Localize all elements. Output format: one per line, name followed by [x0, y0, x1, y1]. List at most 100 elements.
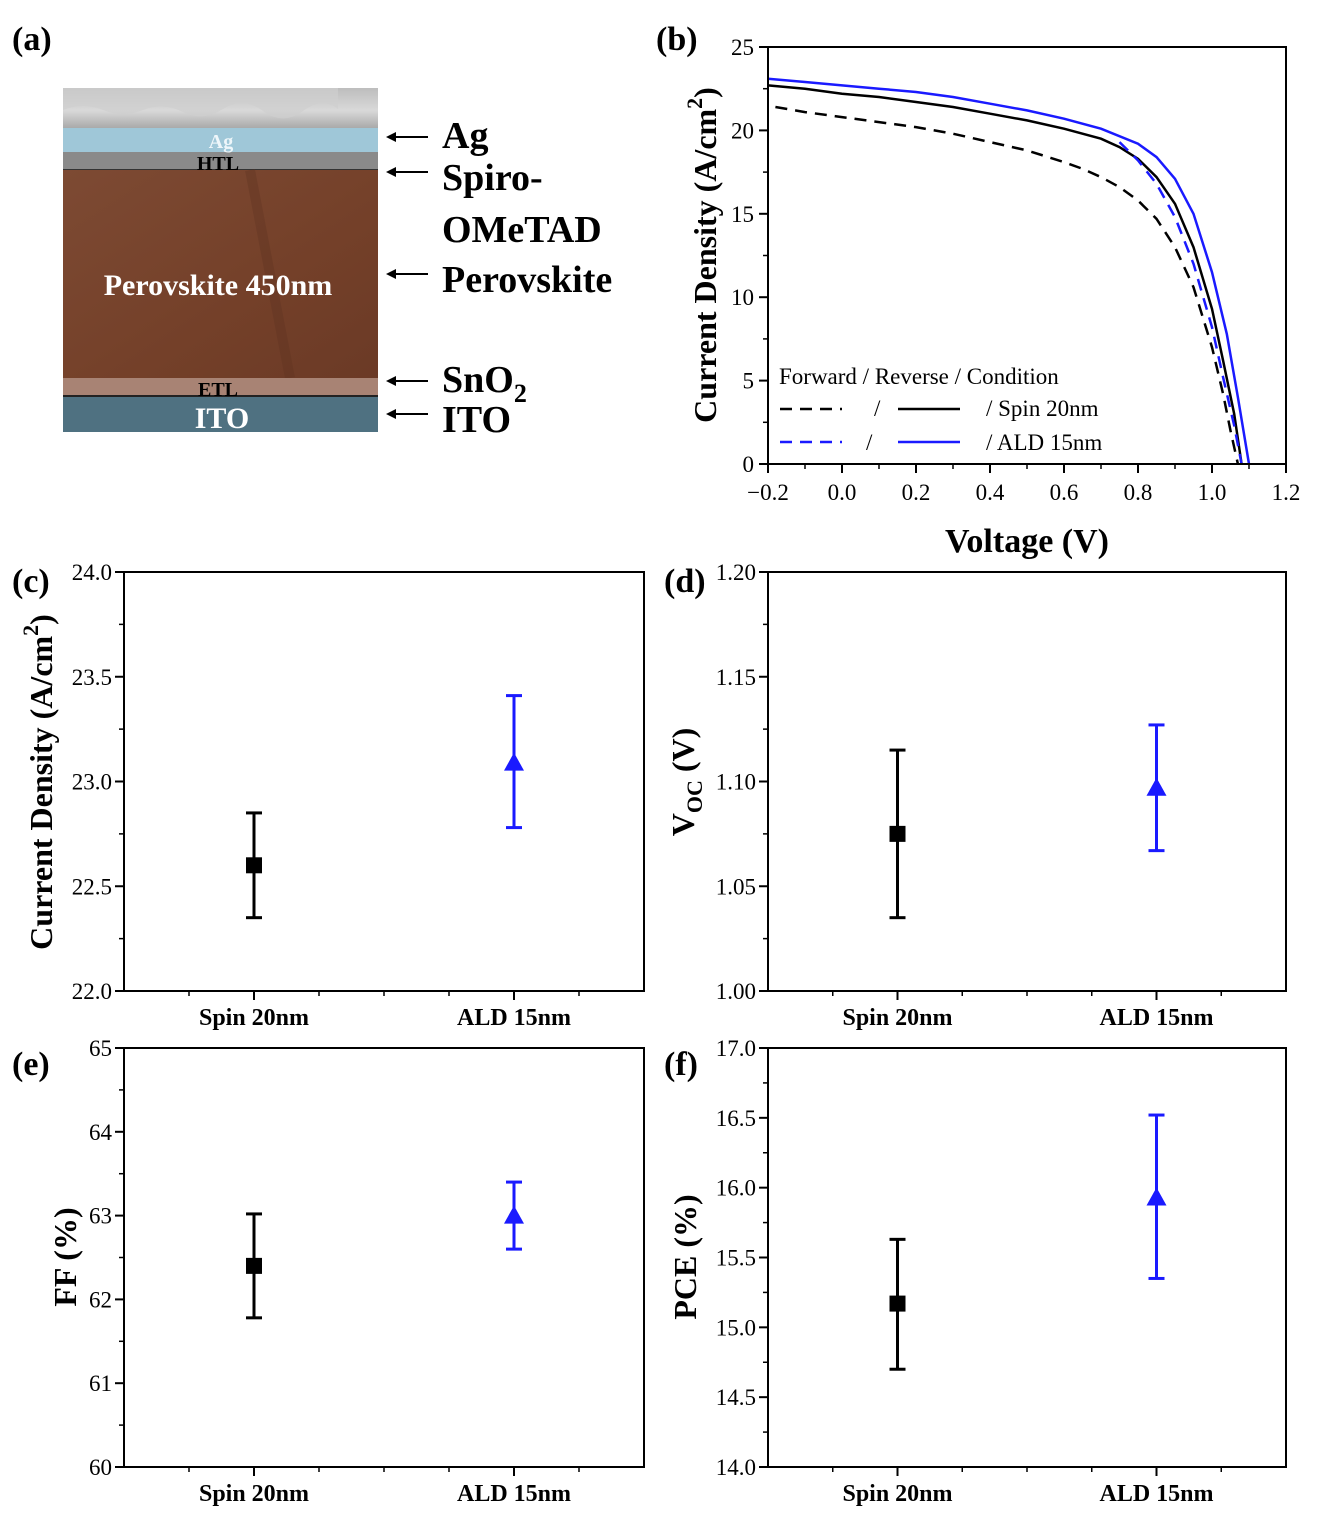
y-tick-label-e: 62	[89, 1287, 112, 1312]
marker-triangle-c	[504, 752, 524, 771]
y-tick-label-b: 10	[731, 285, 754, 310]
y-tick-label-b: 0	[743, 452, 755, 477]
y-axis-label-d: VOC (V)	[665, 728, 707, 837]
plot-frame-d	[767, 571, 1287, 992]
category-label-d: Spin 20nm	[842, 1005, 952, 1031]
panel-f-pce: (f) PCE (%) 14.0 14.5 15.0 15.5 16.0 16.5 17.0…	[664, 1036, 1287, 1507]
sem-cross-section	[63, 88, 378, 432]
y-tick-label-f: 15.0	[716, 1315, 756, 1340]
jv-curve-spin-20nm-reverse	[767, 84, 1243, 465]
y-tick-label-c: 24.0	[72, 560, 112, 585]
marker-triangle-f	[1146, 1187, 1167, 1206]
y-tick-label-c: 22.5	[72, 874, 112, 899]
panel-label-e: (e)	[12, 1046, 50, 1083]
callout-sno2: SnO2	[442, 359, 527, 408]
x-axis-label-b: Voltage (V)	[945, 523, 1109, 560]
x-tick-label-b: 1.0	[1198, 480, 1227, 505]
legend-header: Forward / Reverse / Condition	[779, 364, 1059, 389]
y-tick-label-e: 65	[89, 1036, 112, 1061]
category-label-c: Spin 20nm	[199, 1005, 309, 1031]
y-axis-label-c: Current Density (A/cm2)	[18, 614, 59, 950]
category-label-c: ALD 15nm	[457, 1005, 571, 1031]
y-tick-label-c: 23.5	[72, 665, 112, 690]
sem-top-texture	[63, 88, 338, 119]
legend-slash-spin: /	[874, 396, 881, 421]
y-tick-label-f: 14.5	[716, 1385, 756, 1410]
plot-frame-e	[123, 1047, 645, 1468]
axis-ticks-b: −0.2 0.0 0.2 0.4 0.6 0.8 1.0 1.2 0 5 10 15 20 25	[731, 35, 1300, 505]
panel-c-jsc: (c) Current Density (A/cm2) 22.0 22.5 23.0…	[12, 560, 645, 1031]
y-tick-label-e: 60	[89, 1455, 112, 1480]
callout-spiro-2: OMeTAD	[442, 209, 602, 251]
y-tick-label-f: 16.0	[716, 1176, 756, 1201]
marker-square-d	[889, 825, 906, 842]
legend-text-ald: / ALD 15nm	[986, 430, 1102, 455]
htl-layer	[63, 152, 378, 170]
callout-ag: Ag	[442, 115, 488, 157]
marker-triangle-e	[504, 1205, 524, 1224]
category-label-e: Spin 20nm	[199, 1481, 309, 1507]
callout-arrows	[386, 132, 428, 419]
inner-label-perovskite: Perovskite 450nm	[104, 269, 333, 302]
panel-b-jv-curve: (b) −0.2 0.0 0.2 0.4 0.6 0.8 1.0 1.20510152025 …	[656, 21, 1300, 560]
y-tick-label-d: 1.20	[716, 560, 756, 585]
jv-curve-spin-20nm-forward	[775, 105, 1240, 465]
y-axis-label-e: FF (%)	[47, 1207, 83, 1306]
y-tick-label-f: 16.5	[716, 1106, 756, 1131]
y-tick-label-c: 23.0	[72, 770, 112, 795]
panel-label-c: (c)	[12, 563, 50, 600]
legend-slash-ald: /	[866, 430, 873, 455]
callout-ito: ITO	[442, 399, 511, 441]
y-tick-label-f: 17.0	[716, 1036, 756, 1061]
y-tick-label-d: 1.05	[716, 874, 756, 899]
jv-curve-ald-15nm-forward	[1118, 141, 1243, 465]
panel-label-b: (b)	[656, 21, 698, 58]
category-label-e: ALD 15nm	[457, 1481, 571, 1507]
panel-d-voc: (d) VOC (V) 1.00 1.05 1.10 1.15 1.20 Spin 20n…	[664, 560, 1287, 1031]
inner-label-htl: HTL	[197, 153, 239, 175]
marker-square-c	[246, 857, 262, 874]
grain-boundary	[245, 169, 295, 379]
marker-square-f	[889, 1295, 906, 1312]
y-tick-label-e: 61	[89, 1371, 112, 1396]
x-tick-label-b: 0.8	[1124, 480, 1153, 505]
x-tick-label-b: −0.2	[747, 480, 789, 505]
y-tick-label-f: 14.0	[716, 1455, 756, 1480]
plot-frame-f	[767, 1047, 1287, 1468]
jv-series-group	[767, 77, 1251, 465]
x-tick-label-b: 0.2	[902, 480, 931, 505]
y-tick-label-d: 1.15	[716, 665, 756, 690]
y-axis-label-f: PCE (%)	[667, 1194, 703, 1319]
callout-perovskite: Perovskite	[442, 259, 612, 301]
y-tick-label-d: 1.10	[716, 770, 756, 795]
ag-layer	[63, 128, 378, 152]
y-tick-label-b: 5	[743, 369, 755, 394]
etl-layer	[63, 378, 378, 396]
callout-spiro-1: Spiro-	[442, 157, 543, 199]
panel-label-d: (d)	[664, 563, 706, 600]
panel-label-a: (a)	[12, 21, 52, 58]
marker-square-e	[246, 1257, 262, 1274]
legend-text-spin: / Spin 20nm	[986, 396, 1099, 421]
panel-a: (a) Ag HTL Perovskite 450nm ETL ITO Ag S…	[12, 21, 612, 441]
panel-e-ff: (e) FF (%) 60 61 62 63 64 65 Spin 20nm ALD 15nm	[12, 1036, 645, 1507]
category-label-f: Spin 20nm	[842, 1481, 952, 1507]
inner-label-ito: ITO	[195, 402, 249, 435]
y-tick-label-b: 20	[731, 118, 754, 143]
x-tick-label-b: 0.4	[976, 480, 1005, 505]
category-label-f: ALD 15nm	[1099, 1481, 1213, 1507]
inner-label-etl: ETL	[198, 379, 238, 401]
y-tick-label-c: 22.0	[72, 979, 112, 1004]
plot-frame-c	[123, 571, 645, 992]
inner-label-ag: Ag	[209, 131, 233, 153]
jv-curve-ald-15nm-reverse	[767, 77, 1251, 465]
category-label-d: ALD 15nm	[1099, 1005, 1213, 1031]
perovskite-layer	[63, 170, 378, 378]
x-tick-label-b: 0.6	[1050, 480, 1079, 505]
y-tick-label-b: 15	[731, 202, 754, 227]
ito-layer	[63, 397, 378, 432]
marker-triangle-d	[1146, 777, 1167, 796]
y-tick-label-f: 15.5	[716, 1246, 756, 1271]
x-tick-label-b: 0.0	[828, 480, 857, 505]
